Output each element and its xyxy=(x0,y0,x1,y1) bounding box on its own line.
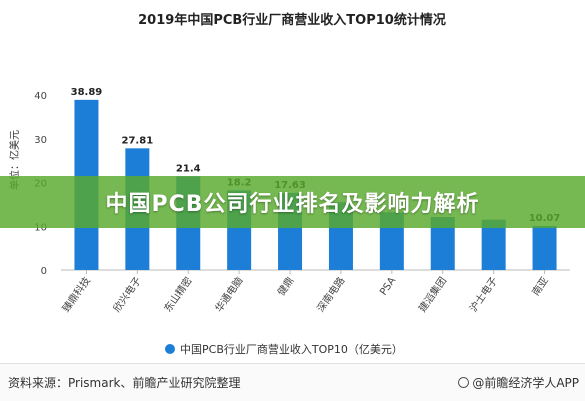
y-axis-label: 单位：亿美元 xyxy=(8,130,21,190)
brand-logo-icon xyxy=(458,377,470,388)
y-tick-label: 30 xyxy=(34,135,47,146)
bar-value-label: 38.89 xyxy=(71,87,103,98)
y-tick-label: 0 xyxy=(41,266,47,277)
y-tick-label: 40 xyxy=(34,91,47,102)
legend-label: 中国PCB行业厂商营业收入TOP10（亿美元） xyxy=(180,342,403,356)
x-tick-label: 沪士电子 xyxy=(467,274,501,314)
bar xyxy=(481,219,506,270)
legend: 中国PCB行业厂商营业收入TOP10（亿美元） xyxy=(165,342,403,356)
x-tick-label: 华通电脑 xyxy=(212,274,246,314)
bar-value-label: 27.81 xyxy=(122,135,154,146)
chart-title: 2019年中国PCB行业厂商营业收入TOP10统计情况 xyxy=(138,12,446,28)
footer-bar: 资料来源：Prismark、前瞻产业研究院整理 @前瞻经济学人APP xyxy=(0,363,585,401)
source-text: 资料来源：Prismark、前瞻产业研究院整理 xyxy=(8,376,241,390)
x-axis-ticks: 臻鼎科技 欣兴电子 东山精密 华通电脑 健鼎 深南电路 PSA 建滔集团 沪士电子 南亚 xyxy=(59,270,551,314)
brand-credit: @前瞻经济学人APP xyxy=(458,374,579,391)
bar xyxy=(532,225,557,270)
title-banner: 中国PCB公司行业排名及影响力解析 xyxy=(0,176,585,228)
x-tick-label: 南亚 xyxy=(529,274,551,298)
x-tick-label: 建滔集团 xyxy=(416,274,450,314)
legend-marker xyxy=(165,344,175,354)
banner-title: 中国PCB公司行业排名及影响力解析 xyxy=(105,192,480,217)
x-tick-label: 深南电路 xyxy=(314,274,348,314)
bar-value-label: 21.4 xyxy=(176,163,201,174)
x-tick-label: 健鼎 xyxy=(275,275,296,298)
brand-text: @前瞻经济学人APP xyxy=(472,376,579,390)
x-tick-label: 臻鼎科技 xyxy=(59,274,93,314)
x-tick-label: PSA xyxy=(378,275,398,297)
x-tick-label: 东山精密 xyxy=(161,274,195,314)
x-tick-label: 欣兴电子 xyxy=(110,274,144,314)
